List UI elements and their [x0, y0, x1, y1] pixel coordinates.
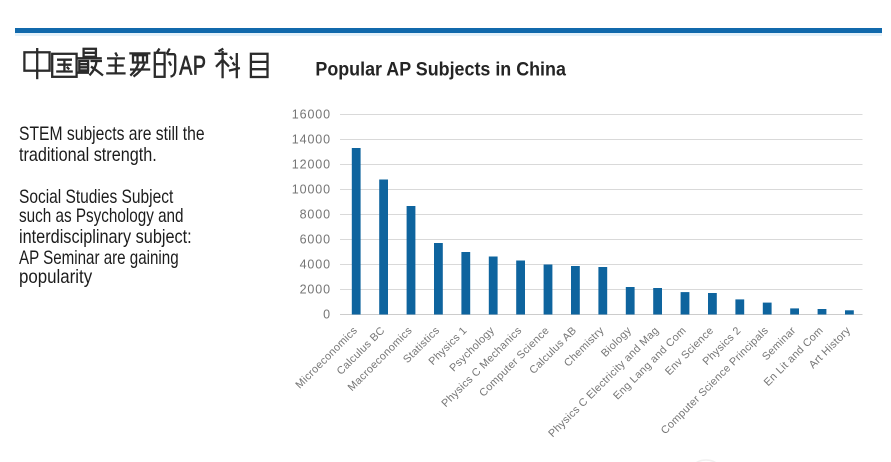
svg-text:0: 0: [323, 308, 331, 322]
svg-text:10000: 10000: [292, 183, 331, 197]
svg-text:6000: 6000: [300, 233, 331, 247]
svg-text:8000: 8000: [300, 208, 331, 222]
svg-text:Popular AP Subjects in China: Popular AP Subjects in China: [315, 60, 566, 81]
svg-text:12000: 12000: [292, 158, 331, 172]
svg-text:2000: 2000: [300, 283, 331, 297]
svg-text:14000: 14000: [292, 133, 331, 147]
svg-text:16000: 16000: [292, 108, 331, 122]
svg-text:P: P: [193, 51, 206, 81]
svg-text:A: A: [179, 51, 192, 81]
svg-text:4000: 4000: [300, 258, 331, 272]
